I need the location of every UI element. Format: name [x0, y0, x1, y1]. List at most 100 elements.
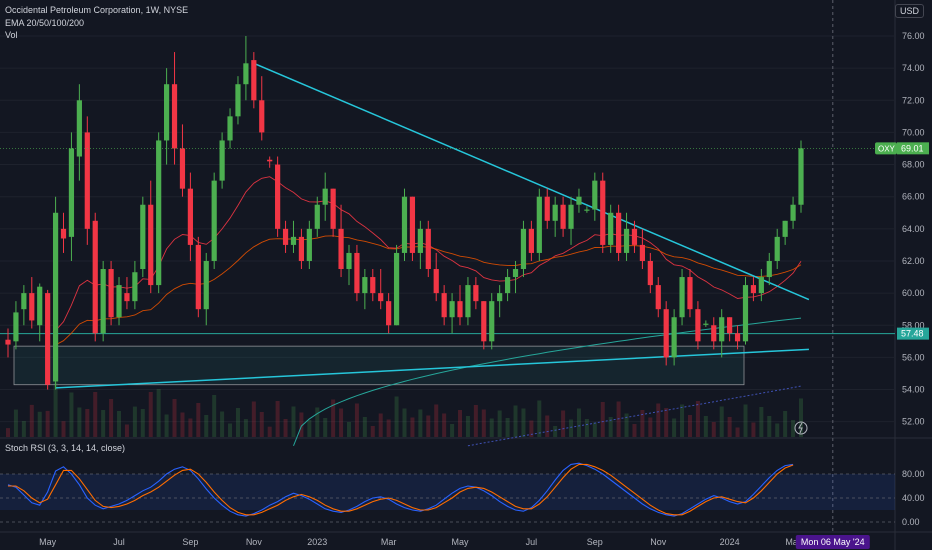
candle-body[interactable]: [156, 140, 162, 286]
candle-body[interactable]: [679, 277, 685, 318]
candle-body[interactable]: [251, 60, 257, 101]
candle-body[interactable]: [417, 228, 423, 253]
candle-body[interactable]: [259, 100, 265, 133]
candle-body[interactable]: [433, 269, 439, 294]
candle-body[interactable]: [782, 220, 788, 237]
candle-body[interactable]: [314, 204, 320, 229]
candle-body[interactable]: [243, 63, 249, 85]
candle-body[interactable]: [687, 277, 693, 310]
candle-body[interactable]: [362, 277, 368, 294]
candle-body[interactable]: [275, 164, 281, 229]
candle-body[interactable]: [84, 132, 90, 229]
candle-body[interactable]: [457, 301, 463, 318]
candle-body[interactable]: [68, 148, 75, 237]
candle-body[interactable]: [76, 100, 82, 157]
candle-body[interactable]: [647, 260, 653, 286]
candle-body[interactable]: [378, 293, 384, 302]
candle-body[interactable]: [290, 236, 297, 245]
candle-body[interactable]: [203, 260, 209, 310]
candle-body[interactable]: [766, 260, 772, 278]
candle-body[interactable]: [616, 212, 622, 253]
candle-body[interactable]: [45, 293, 51, 385]
candle-body[interactable]: [790, 204, 796, 221]
candle-body[interactable]: [631, 228, 638, 245]
candle-body[interactable]: [60, 228, 67, 239]
candle-body[interactable]: [322, 188, 328, 205]
candle-body[interactable]: [639, 244, 645, 261]
candle-body[interactable]: [100, 269, 106, 334]
candle-body[interactable]: [592, 180, 598, 210]
candle-body[interactable]: [330, 188, 336, 229]
candle-body[interactable]: [409, 196, 416, 253]
candle-body[interactable]: [140, 204, 146, 270]
candle-body[interactable]: [711, 325, 717, 342]
candle-body[interactable]: [124, 293, 130, 302]
candle-body[interactable]: [568, 204, 574, 229]
candle-body[interactable]: [719, 317, 725, 342]
candle-body[interactable]: [401, 196, 408, 253]
candle-body[interactable]: [695, 309, 701, 342]
candle-body[interactable]: [465, 285, 471, 318]
candle-body[interactable]: [425, 228, 431, 270]
candle-body[interactable]: [663, 309, 669, 358]
alert-icon[interactable]: [794, 421, 808, 435]
indicator-ema-label[interactable]: EMA 20/50/100/200: [5, 18, 85, 28]
candle-body[interactable]: [600, 180, 606, 245]
candle-body[interactable]: [544, 196, 550, 221]
resistance-trendline[interactable]: [253, 62, 810, 301]
candle-body[interactable]: [449, 301, 455, 318]
candle-body[interactable]: [92, 220, 98, 334]
candle-body[interactable]: [354, 252, 360, 294]
candle-body[interactable]: [623, 228, 630, 253]
candle-body[interactable]: [608, 212, 614, 245]
candle-body[interactable]: [473, 285, 479, 302]
support-trendline[interactable]: [55, 348, 809, 389]
candle-body[interactable]: [536, 196, 542, 253]
candle-body[interactable]: [703, 323, 709, 325]
candle-body[interactable]: [386, 301, 392, 326]
candle-body[interactable]: [195, 244, 201, 310]
candle-body[interactable]: [655, 285, 661, 310]
candle-body[interactable]: [393, 252, 400, 326]
candle-body[interactable]: [164, 84, 170, 141]
candle-body[interactable]: [520, 228, 527, 270]
candle-body[interactable]: [512, 269, 519, 278]
candle-body[interactable]: [798, 148, 804, 205]
candle-body[interactable]: [116, 285, 122, 318]
candle-body[interactable]: [282, 228, 289, 245]
candle-body[interactable]: [758, 277, 764, 294]
indicator-vol-label[interactable]: Vol: [5, 30, 18, 40]
candle-body[interactable]: [171, 84, 178, 149]
candle-body[interactable]: [21, 293, 27, 310]
candle-body[interactable]: [37, 286, 43, 326]
candle-body[interactable]: [742, 285, 749, 342]
currency-button[interactable]: USD: [894, 4, 924, 18]
candle-body[interactable]: [267, 159, 273, 162]
candle-body[interactable]: [489, 301, 495, 342]
candle-body[interactable]: [497, 293, 503, 302]
candle-body[interactable]: [560, 204, 566, 229]
candle-body[interactable]: [552, 204, 558, 221]
candle-body[interactable]: [576, 196, 582, 205]
candle-body[interactable]: [338, 228, 344, 270]
candle-body[interactable]: [528, 228, 534, 253]
candle-body[interactable]: [298, 236, 305, 261]
candle-body[interactable]: [235, 84, 241, 117]
candle-body[interactable]: [5, 339, 11, 345]
candle-body[interactable]: [306, 228, 312, 261]
candle-body[interactable]: [227, 116, 233, 141]
candle-body[interactable]: [370, 277, 376, 294]
candle-body[interactable]: [441, 293, 447, 318]
candle-body[interactable]: [734, 333, 741, 342]
candle-body[interactable]: [108, 269, 114, 318]
candle-body[interactable]: [504, 277, 511, 294]
candle-body[interactable]: [346, 252, 352, 270]
candle-body[interactable]: [187, 188, 193, 245]
candle-body[interactable]: [584, 209, 590, 211]
candle-body[interactable]: [13, 312, 19, 342]
candle-body[interactable]: [29, 293, 35, 321]
candle-body[interactable]: [750, 285, 757, 294]
candle-body[interactable]: [179, 148, 186, 189]
candle-body[interactable]: [219, 140, 225, 181]
